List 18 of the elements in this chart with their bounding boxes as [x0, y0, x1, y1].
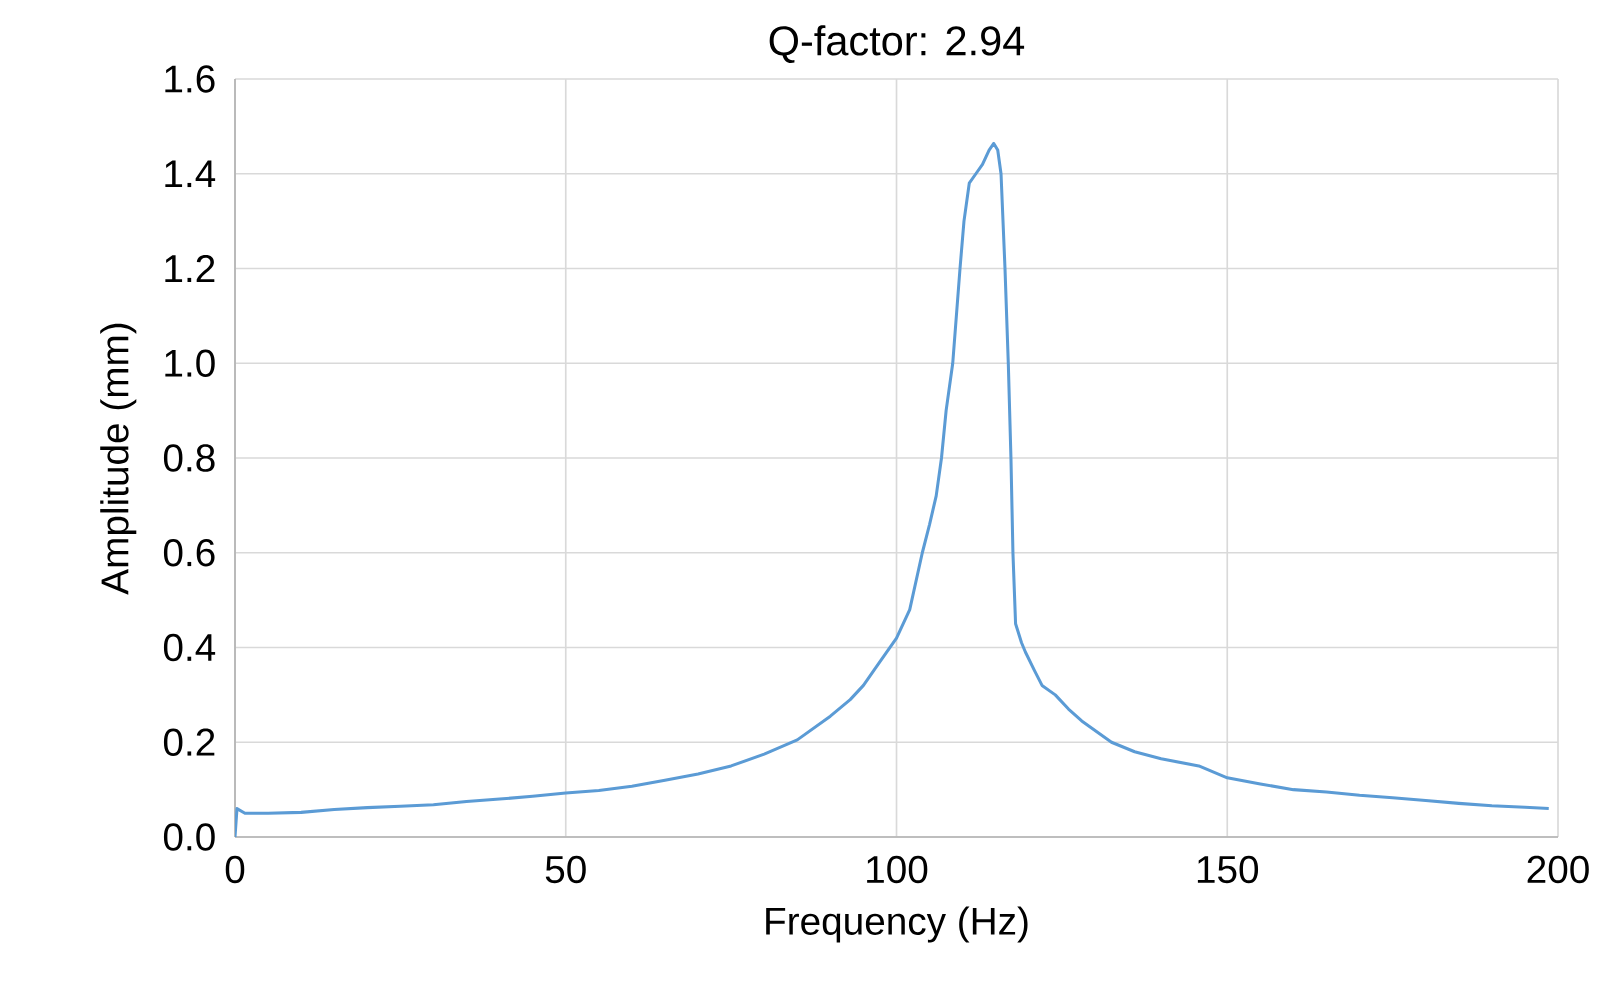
- y-axis-title: Amplitude (mm): [100, 323, 137, 595]
- y-tick-label: 0.0: [163, 823, 215, 851]
- y-tick-label: 0.2: [163, 728, 215, 756]
- x-tick-label: 50: [545, 855, 586, 884]
- x-tick-label: 150: [1197, 855, 1259, 884]
- x-tick-label: 200: [1527, 855, 1589, 884]
- line-series: [235, 141, 1551, 837]
- chart-title: Q-factor: 2.94: [769, 25, 1025, 64]
- y-tick-label: 1.4: [165, 160, 216, 188]
- x-tick-label: 0: [225, 855, 245, 884]
- y-tick-label: 0.8: [163, 444, 215, 472]
- x-tick-label: 100: [867, 855, 928, 884]
- y-tick-label: 0.4: [163, 633, 216, 662]
- y-tick-label: 1.2: [165, 254, 215, 283]
- y-tick-label: 1.0: [165, 349, 215, 377]
- y-tick-label: 1.6: [165, 65, 215, 93]
- y-tick-label: 0.6: [163, 539, 215, 567]
- x-axis-title: Frequency (Hz): [766, 906, 1028, 943]
